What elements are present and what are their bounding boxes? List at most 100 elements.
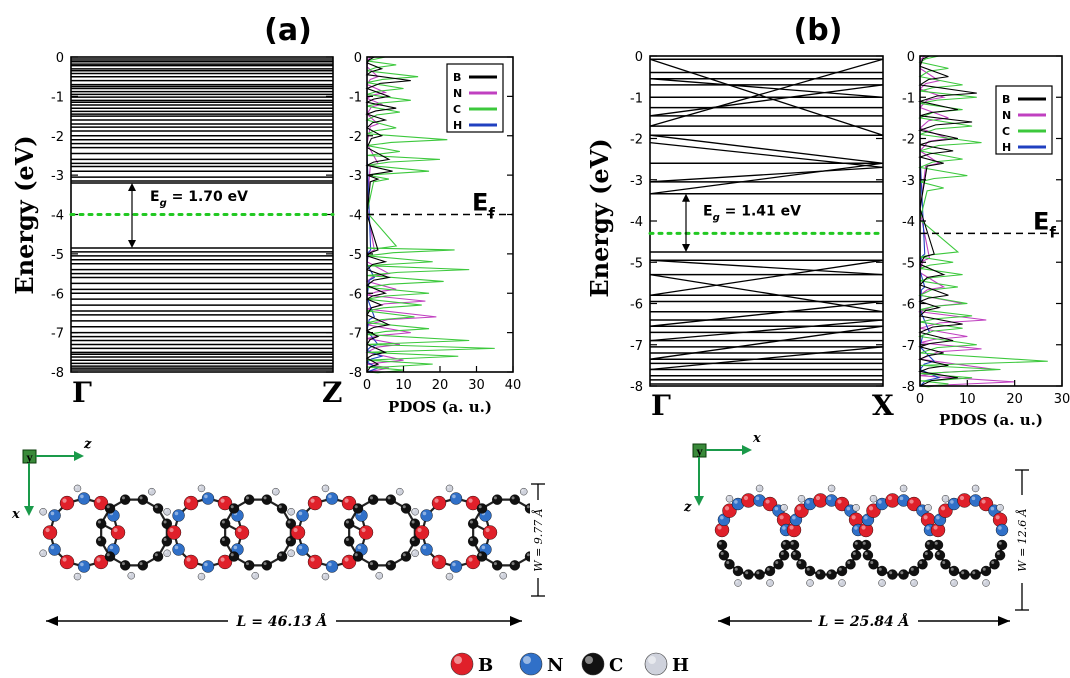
legend-atom-B	[450, 652, 474, 676]
hydrogen-atom	[411, 549, 419, 557]
hydrogen-atom	[375, 572, 383, 580]
ribbon-structure-b	[714, 484, 1009, 587]
gap-label: Eg = 1.41 eV	[703, 204, 801, 224]
carbon-atom	[862, 550, 874, 561]
carbon-atom	[120, 560, 131, 571]
boron-atom	[307, 495, 323, 511]
carbon-atom	[959, 569, 970, 580]
boron-atom	[341, 495, 357, 511]
carbon-atom	[261, 494, 272, 505]
length-label-a: L = 46.13 Å	[236, 612, 328, 630]
pdos-ytick-label: -5	[349, 248, 362, 263]
carbon-atom	[876, 565, 888, 577]
hydrogen-atom	[127, 572, 135, 580]
carbon-atom	[917, 559, 928, 570]
pdos-ytick-label: -8	[902, 380, 915, 395]
hydrogen-atom	[520, 487, 528, 496]
pdos-ytick-label: -7	[349, 327, 362, 342]
nitrogen-atom	[48, 509, 61, 522]
hydrogen-atom	[272, 487, 280, 496]
carbon-atom	[95, 536, 107, 547]
boron-atom	[307, 554, 323, 570]
band-line	[649, 273, 884, 313]
hydrogen-atom	[197, 484, 206, 493]
boron-atom	[414, 525, 430, 540]
pdos-series-B	[365, 56, 411, 373]
hydrogen-atom	[910, 579, 918, 587]
pdos-xtick-label: 0	[916, 392, 924, 407]
pdos-ytick-label: -6	[902, 298, 915, 313]
nitrogen-atom	[48, 543, 61, 556]
ytick-label: -3	[630, 174, 643, 189]
legend-atom-C	[581, 652, 605, 676]
nitrogen-atom	[420, 543, 433, 556]
pdos-ytick-label: 0	[907, 50, 915, 65]
legend-atom-H	[644, 652, 668, 676]
width-label-a: W = 9.77 Å	[531, 508, 545, 572]
carbon-atom	[104, 503, 116, 514]
gap-label: Eg = 1.70 eV	[150, 189, 248, 209]
legend-label: B	[1002, 93, 1010, 106]
hydrogen-atom	[766, 579, 774, 587]
carbon-atom	[492, 560, 503, 571]
carbon-atom	[352, 551, 364, 562]
carbon-atom	[400, 551, 412, 562]
nitrogen-atom	[201, 492, 215, 505]
nitrogen-atom	[420, 509, 433, 522]
carbon-atom	[492, 494, 503, 505]
legend-atom-label: H	[672, 655, 689, 676]
pdos-ytick-label: -6	[349, 287, 362, 302]
panel-a-ylabel: Energy (eV)	[10, 135, 39, 294]
band-line	[649, 162, 884, 195]
carbon-atom	[724, 559, 735, 570]
boron-atom	[234, 525, 250, 540]
hydrogen-atom	[971, 484, 980, 493]
boron-atom	[813, 493, 828, 508]
pdos-xtick-label: 40	[505, 378, 522, 393]
nitrogen-atom	[325, 492, 339, 505]
hydrogen-atom	[924, 504, 932, 512]
hydrogen-atom	[797, 495, 806, 503]
carbon-atom	[804, 565, 816, 577]
carbon-atom	[970, 569, 981, 580]
carbon-atom	[815, 569, 826, 580]
hydrogen-atom	[73, 572, 82, 581]
pdos-ytick-label: -4	[349, 209, 362, 224]
legend-label: H	[453, 119, 462, 132]
carbon-atom	[718, 550, 730, 561]
carbon-atom	[104, 551, 116, 562]
boron-atom	[93, 495, 109, 511]
kpoint-label: Z	[322, 376, 342, 409]
ytick-label: -1	[630, 91, 643, 106]
carbon-atom	[409, 518, 421, 529]
ytick-label: -2	[51, 130, 64, 145]
hydrogen-atom	[725, 495, 734, 503]
hydrogen-atom	[39, 549, 47, 557]
boron-atom	[465, 554, 481, 570]
boron-atom	[93, 554, 109, 570]
carbon-atom	[764, 565, 776, 577]
nitrogen-atom	[449, 560, 463, 573]
carbon-atom	[716, 539, 728, 551]
coordinate-axes-b: y x z	[683, 431, 761, 515]
hydrogen-atom	[755, 484, 764, 493]
boron-atom	[166, 525, 182, 540]
band-line	[649, 300, 884, 327]
boron-atom	[431, 554, 447, 570]
hydrogen-atom	[499, 572, 507, 580]
carbon-atom	[868, 559, 879, 570]
carbon-atom	[467, 518, 479, 529]
hydrogen-atom	[251, 572, 259, 580]
carbon-atom	[796, 559, 807, 570]
carbon-atom	[152, 503, 164, 514]
boron-atom	[183, 554, 199, 570]
pdos-ytick-label: -3	[349, 169, 362, 184]
carbon-atom	[778, 550, 790, 561]
pdos-ytick-label: -2	[349, 130, 362, 145]
carbon-atom	[152, 551, 164, 562]
legend-label: C	[1002, 125, 1010, 138]
carbon-atom	[922, 550, 934, 561]
carbon-atom	[773, 559, 784, 570]
pdos-xlabel: PDOS (a. u.)	[939, 411, 1043, 429]
